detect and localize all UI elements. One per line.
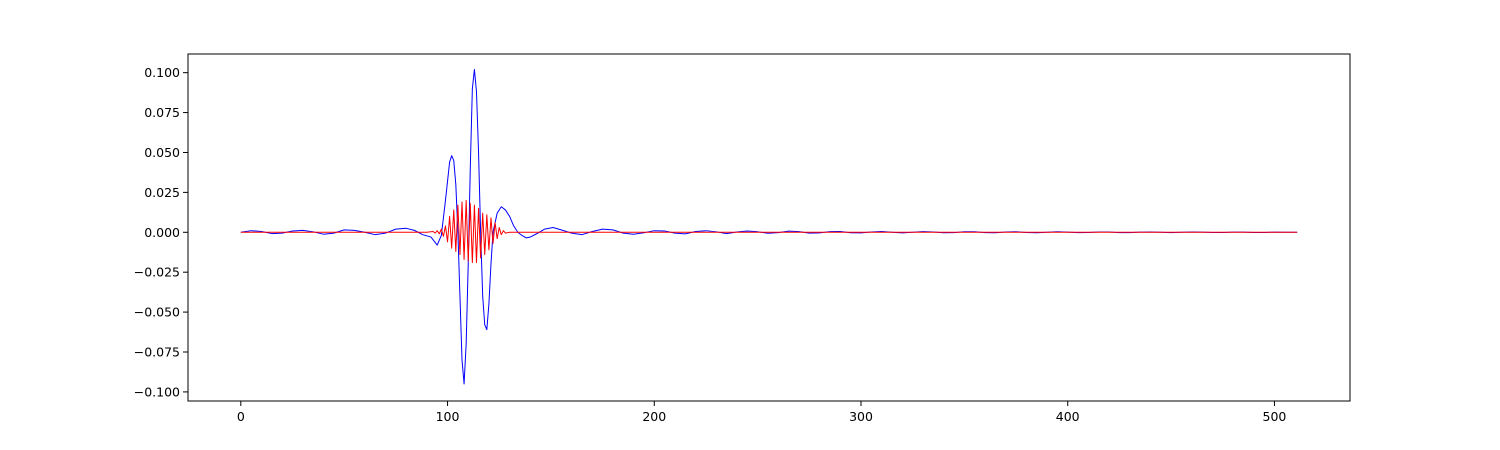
y-tick-label: 0.025 bbox=[144, 185, 180, 200]
series-line-1 bbox=[240, 199, 1298, 264]
x-tick-label: 0 bbox=[237, 409, 245, 424]
x-axis: 0 100 200 300 400 500 bbox=[237, 401, 1287, 424]
y-tick-label: −0.100 bbox=[134, 384, 180, 399]
y-axis: −0.100 −0.075 −0.050 −0.025 0.000 0.025 0.050 0… bbox=[134, 65, 188, 399]
x-tick-label: 200 bbox=[642, 409, 666, 424]
y-tick-label: 0.050 bbox=[144, 145, 180, 160]
plot-frame bbox=[187, 53, 1351, 402]
y-tick-label: 0.000 bbox=[144, 225, 180, 240]
y-tick-label: 0.100 bbox=[144, 65, 180, 80]
x-tick-label: 500 bbox=[1263, 409, 1287, 424]
y-tick-label: 0.075 bbox=[144, 105, 180, 120]
series-layer bbox=[240, 68, 1298, 385]
x-tick-label: 400 bbox=[1056, 409, 1080, 424]
y-tick-label: −0.025 bbox=[134, 265, 180, 280]
x-tick-label: 300 bbox=[849, 409, 873, 424]
x-tick-label: 100 bbox=[436, 409, 460, 424]
y-tick-label: −0.050 bbox=[134, 305, 180, 320]
y-tick-label: −0.075 bbox=[134, 344, 180, 359]
